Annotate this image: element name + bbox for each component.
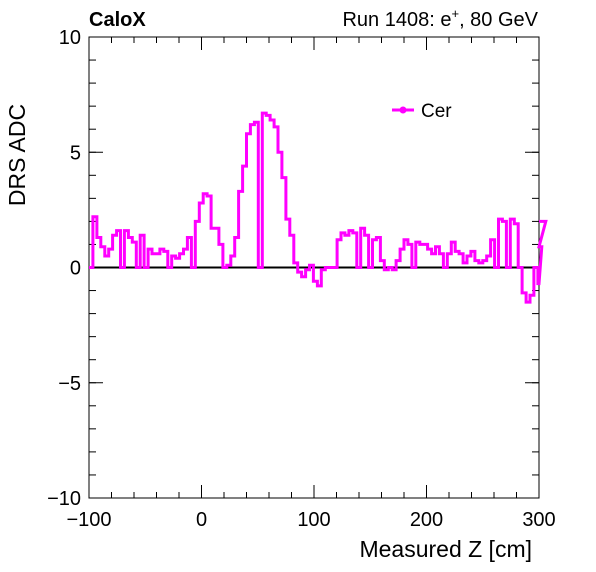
legend-swatch-marker [399,106,407,114]
y-tick-label: 0 [70,258,81,280]
y-tick-labels: −10 −5 0 5 10 [47,27,81,510]
y-tick-label: 10 [59,27,81,49]
series-cer-line [89,111,548,304]
header-left: CaloX [89,9,146,31]
x-axis-title: Measured Z [cm] [359,536,532,562]
x-tick-label: 300 [522,509,555,531]
y-axis-title: DRS ADC [4,104,30,206]
y-tick-label: 5 [70,142,81,164]
y-tick-label: −5 [58,373,81,395]
x-tick-label: −100 [66,509,111,531]
legend: Cer [392,101,452,122]
x-tick-label: 0 [196,509,207,531]
legend-label-cer: Cer [421,101,452,122]
y-tick-label: −10 [47,488,81,510]
x-tick-label: 100 [297,509,330,531]
x-tick-labels: −100 0 100 200 300 [66,509,555,531]
header-right: Run 1408: e+, 80 GeV [342,6,538,31]
x-tick-label: 200 [410,509,443,531]
